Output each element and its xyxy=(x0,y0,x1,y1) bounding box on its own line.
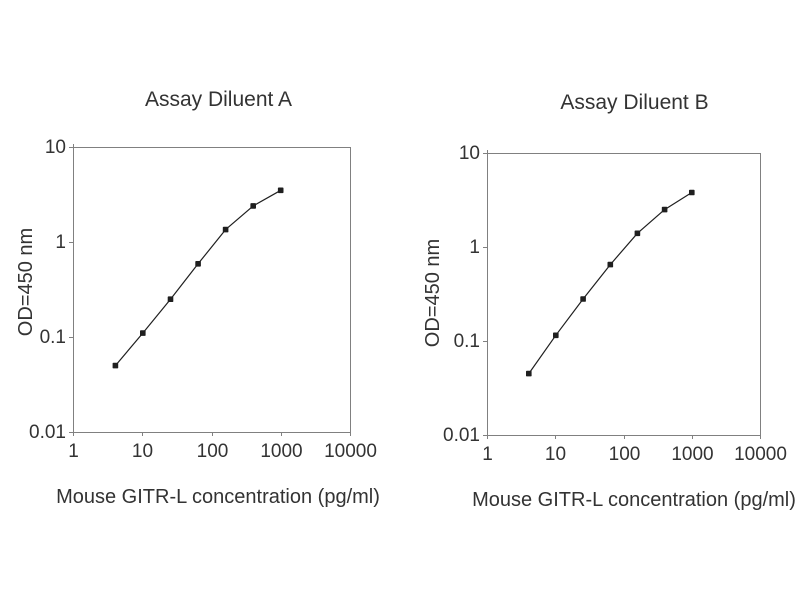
chart-a-yaxis-tick-label: 0.1 xyxy=(39,326,66,348)
chart-b-xaxis-tick-label: 1000 xyxy=(671,444,714,465)
chart-a-xaxis-tick-label: 1000 xyxy=(260,441,303,462)
chart-b-series-line xyxy=(528,191,693,374)
chart-b-data-point-marker xyxy=(526,370,532,377)
chart-b-xaxis-tick-label: 1 xyxy=(482,444,493,465)
chart-a-data-point-marker xyxy=(277,187,284,194)
chart-b-xaxis-tick-label: 10000 xyxy=(734,444,787,465)
chart-a-series-line xyxy=(114,189,282,366)
chart-b-xaxis-tick-label: 100 xyxy=(608,444,641,465)
chart-a-data-point-marker xyxy=(195,261,201,267)
chart-a-xaxis-tick-label: 10 xyxy=(131,441,154,462)
chart-b-plot-frame xyxy=(487,153,761,436)
chart-b-data-point-marker xyxy=(580,296,586,302)
chart-b-data-point-marker xyxy=(607,261,614,268)
chart-b-data-point-marker xyxy=(634,230,641,237)
chart-b-data-point-marker xyxy=(661,206,668,213)
chart-a-xaxis-tick-label: 1 xyxy=(68,441,79,462)
chart-a-xaxis-tick-label: 100 xyxy=(196,441,229,462)
chart-a-data-point-marker xyxy=(140,330,146,336)
chart-a-data-point-marker xyxy=(167,296,174,302)
chart-b-data-point-marker xyxy=(553,332,559,339)
chart-b-xaxis-tick-label: 10 xyxy=(544,444,567,465)
chart-a-xaxis-tick-label: 10000 xyxy=(324,441,377,462)
chart-a-yaxis-tick-label: 10 xyxy=(44,136,66,158)
chart-a-title: Assay Diluent A xyxy=(144,88,293,111)
chart-b-xaxis-label: Mouse GITR-L concentration (pg/ml) xyxy=(472,489,796,511)
chart-a-data-point-marker xyxy=(112,362,119,369)
chart-a-plot-frame xyxy=(73,147,351,433)
chart-b-yaxis-tick-label: 1 xyxy=(469,236,480,258)
chart-a-data-point-marker xyxy=(222,226,229,233)
chart-a-xaxis-label: Mouse GITR-L concentration (pg/ml) xyxy=(56,486,380,508)
chart-b-data-point-marker xyxy=(689,189,695,196)
chart-a-data-point-marker xyxy=(250,203,256,209)
chart-b-yaxis-tick-label: 0.1 xyxy=(453,330,480,352)
chart-a-yaxis-tick-label: 1 xyxy=(55,231,66,253)
chart-b-yaxis-tick-label: 0.01 xyxy=(443,424,480,446)
chart-b-title: Assay Diluent B xyxy=(560,91,709,114)
chart-b-yaxis-tick-label: 10 xyxy=(458,142,480,164)
chart-a-yaxis-tick-label: 0.01 xyxy=(29,421,66,443)
